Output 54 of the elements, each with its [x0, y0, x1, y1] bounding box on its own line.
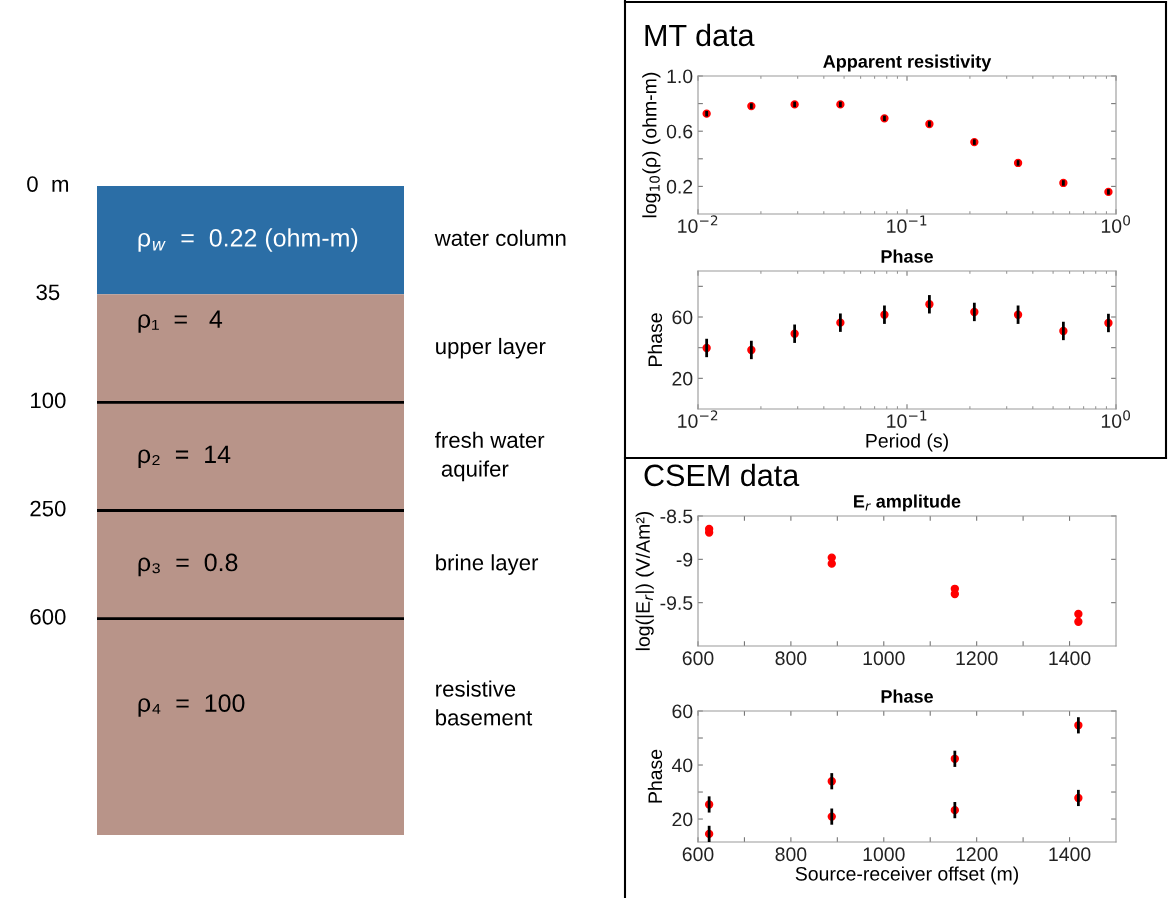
category-label: brine layer	[436, 554, 539, 575]
y-tick-label: 20	[672, 812, 693, 827]
x-tick-label: 10$^{0}$	[1101, 410, 1131, 428]
x-tick-label: 1000	[863, 651, 905, 666]
text: ρ$_{w}$ = 0.22 (ohm-m)	[138, 228, 358, 252]
category-label: 250	[30, 500, 66, 517]
category-label: 0 m	[27, 176, 69, 192]
x-tick-label: 10$^{−1}$	[887, 410, 927, 429]
y-tick-label: 20	[672, 371, 693, 386]
text: ρ₂ = 14	[138, 445, 231, 469]
text: ρ₄ = 100	[138, 694, 245, 717]
category-label: resistive basement	[436, 680, 533, 726]
text: CSEM data	[644, 463, 800, 487]
y-axis-title: log(|E$_{r}$|) (V/Am²)	[635, 511, 654, 651]
category-label: 100	[31, 392, 66, 409]
category-label: 35	[36, 284, 60, 301]
y-tick-label: 0.2	[666, 179, 693, 194]
text: MT data	[645, 23, 755, 47]
category-label: fresh water aquifer	[435, 431, 545, 482]
y-tick-label: 40	[671, 758, 693, 773]
category-label: upper layer	[436, 337, 546, 359]
chart-title: E$_{r}$ amplitude	[854, 494, 961, 512]
x-axis-title: Period (s)	[866, 433, 948, 452]
y-axis-title: Phase	[647, 313, 663, 366]
x-tick-label: 1400	[1049, 651, 1091, 666]
y-tick-label: 1.0	[667, 69, 693, 84]
y-axis-title: Phase	[647, 749, 663, 803]
x-tick-label: 600	[682, 651, 714, 666]
category-label: water column	[434, 229, 566, 247]
x-tick-label: 1200	[956, 847, 998, 862]
chart-title: Phase	[881, 689, 933, 703]
text: ρ₁ = 4	[138, 310, 223, 333]
x-tick-label: 10$^{0}$	[1101, 215, 1131, 233]
x-tick-label: 10$^{−1}$	[887, 215, 927, 234]
y-tick-label: 60	[672, 704, 693, 719]
y-tick-label: -9	[676, 552, 693, 567]
y-tick-label: -9.5	[660, 596, 693, 610]
x-tick-label: 1200	[956, 651, 998, 666]
x-tick-label: 800	[775, 651, 807, 666]
y-axis-title: log$_{10}$(ρ) (ohm-m)	[642, 72, 661, 218]
x-tick-label: 10$^{−2}$	[678, 215, 718, 233]
x-tick-label: 800	[775, 847, 807, 862]
category-label: 600	[30, 608, 66, 625]
chart-title: Phase	[881, 249, 933, 263]
y-tick-label: -8.5	[660, 509, 693, 524]
text: ρ₃ = 0.8	[138, 553, 238, 577]
x-axis-title: Source-receiver offset (m)	[795, 866, 1019, 885]
chart-title: Apparent resistivity	[823, 54, 992, 72]
y-tick-label: 60	[672, 310, 693, 325]
y-tick-label: 0.6	[666, 124, 693, 139]
x-tick-label: 10$^{−2}$	[678, 410, 718, 428]
x-tick-label: 1400	[1049, 847, 1091, 862]
x-tick-label: 1000	[863, 847, 905, 862]
x-tick-label: 600	[682, 847, 714, 862]
